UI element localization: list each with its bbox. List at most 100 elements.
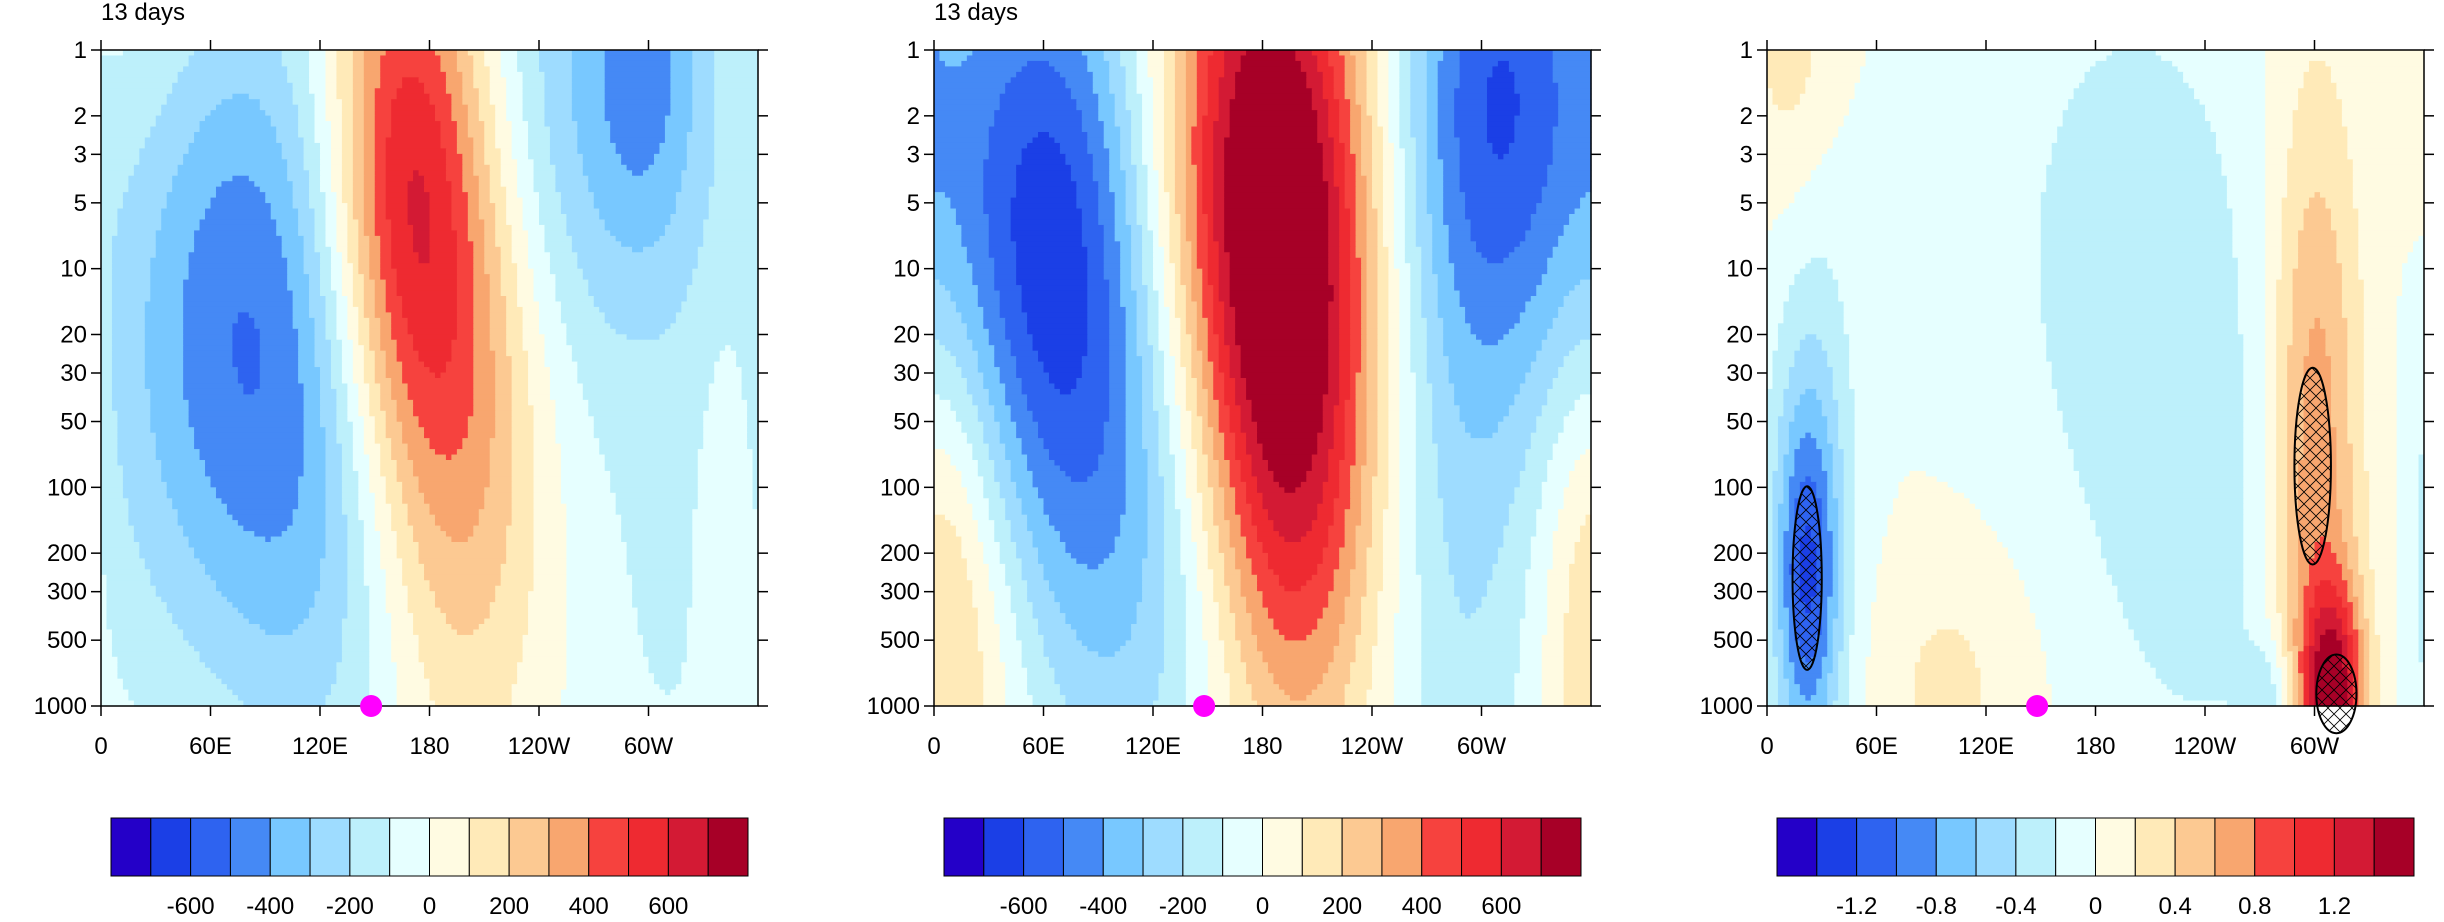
field-cell xyxy=(1328,99,1340,105)
field-cell xyxy=(1356,230,1368,236)
field-cell xyxy=(1180,422,1192,428)
field-cell xyxy=(1553,66,1592,72)
field-cell xyxy=(304,165,321,171)
field-cell xyxy=(1126,362,1143,368)
field-cell xyxy=(101,629,113,635)
field-cell xyxy=(347,296,353,302)
field-cell xyxy=(161,110,211,116)
field-cell xyxy=(1027,400,1110,406)
field-cell xyxy=(1361,154,1373,160)
field-cell xyxy=(1142,99,1154,105)
field-cell xyxy=(1317,137,1334,143)
field-cell xyxy=(320,575,348,581)
field-cell xyxy=(342,187,354,193)
field-cell xyxy=(709,383,742,389)
field-cell xyxy=(419,640,524,646)
field-cell xyxy=(632,170,644,176)
field-cell xyxy=(1421,258,1433,264)
field-cell xyxy=(397,690,430,696)
field-cell xyxy=(1186,373,1192,379)
field-cell xyxy=(561,312,605,318)
field-cell xyxy=(1142,367,1154,373)
field-cell xyxy=(1339,362,1351,368)
field-cell xyxy=(1148,219,1160,225)
field-cell xyxy=(1169,329,1181,335)
field-cell xyxy=(117,438,156,444)
field-cell xyxy=(325,323,337,329)
field-cell xyxy=(216,493,299,499)
field-cell xyxy=(490,83,507,89)
field-cell xyxy=(457,291,474,297)
field-cell xyxy=(1065,83,1093,89)
field-cell xyxy=(402,433,425,439)
field-cell xyxy=(1142,263,1154,269)
field-cell xyxy=(1339,192,1345,198)
field-cell xyxy=(703,411,747,417)
field-cell xyxy=(1416,236,1433,242)
field-cell xyxy=(583,394,710,400)
field-cell xyxy=(512,422,535,428)
field-cell xyxy=(1399,116,1411,122)
field-cell xyxy=(1213,230,1225,236)
field-cell xyxy=(419,476,491,482)
field-cell xyxy=(1104,422,1127,428)
field-cell xyxy=(1148,323,1160,329)
field-cell xyxy=(1164,77,1176,83)
field-cell xyxy=(408,602,436,608)
field-cell xyxy=(386,482,403,488)
field-cell xyxy=(983,307,1000,313)
field-cell xyxy=(1208,269,1220,275)
field-cell xyxy=(424,569,501,575)
field-cell xyxy=(523,318,540,324)
field-cell xyxy=(1416,154,1428,160)
field-cell xyxy=(534,493,562,499)
field-cell xyxy=(1164,181,1176,187)
field-cell xyxy=(1356,389,1368,395)
field-cell xyxy=(1087,143,1104,149)
field-cell xyxy=(435,520,479,526)
field-cell xyxy=(517,274,534,280)
field-cell xyxy=(375,127,392,133)
field-cell xyxy=(1503,416,1536,422)
field-cell xyxy=(1410,367,1427,373)
field-cell xyxy=(1033,411,1110,417)
field-cell xyxy=(1421,301,1438,307)
field-cell xyxy=(1241,356,1329,362)
field-cell xyxy=(1109,307,1126,313)
field-cell xyxy=(534,176,557,182)
field-cell xyxy=(1224,154,1323,160)
field-cell xyxy=(1180,351,1192,357)
field-cell xyxy=(1224,66,1241,72)
field-cell xyxy=(479,509,512,515)
field-cell xyxy=(512,127,529,133)
field-cell xyxy=(1082,121,1105,127)
field-cell xyxy=(1197,307,1203,313)
field-cell xyxy=(934,307,957,313)
field-cell xyxy=(386,427,403,433)
panel-2-plot xyxy=(934,50,1592,707)
field-cell xyxy=(605,219,671,225)
field-cell xyxy=(989,143,1028,149)
field-cell xyxy=(1153,236,1159,242)
field-cell xyxy=(1219,88,1236,94)
field-cell xyxy=(1388,258,1394,264)
field-cell xyxy=(457,247,474,253)
field-cell xyxy=(1153,132,1165,138)
field-cell xyxy=(304,383,321,389)
field-cell xyxy=(1399,137,1416,143)
field-cell xyxy=(1137,66,1149,72)
field-cell xyxy=(1361,345,1367,351)
field-cell xyxy=(462,83,474,89)
field-cell xyxy=(101,291,113,297)
field-cell xyxy=(523,77,546,83)
field-cell xyxy=(287,72,310,78)
field-cell xyxy=(490,323,507,329)
field-cell xyxy=(101,367,113,373)
field-cell xyxy=(167,192,217,198)
field-cell xyxy=(145,351,184,357)
field-cell xyxy=(1158,176,1164,182)
field-cell xyxy=(1306,83,1323,89)
field-cell xyxy=(1109,340,1126,346)
field-cell xyxy=(139,542,189,548)
field-cell xyxy=(632,586,693,592)
